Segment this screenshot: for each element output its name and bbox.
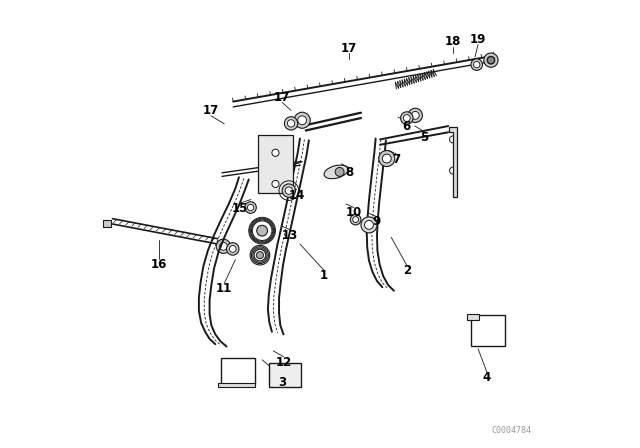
Circle shape (484, 53, 498, 67)
Circle shape (449, 167, 457, 174)
Circle shape (248, 204, 253, 211)
Circle shape (361, 217, 377, 233)
Text: 6: 6 (402, 120, 410, 133)
Text: 16: 16 (150, 258, 167, 271)
Circle shape (220, 242, 227, 250)
Circle shape (382, 154, 391, 163)
Circle shape (403, 115, 410, 121)
Circle shape (487, 56, 495, 64)
Circle shape (488, 56, 495, 64)
Circle shape (227, 243, 239, 255)
Text: 5: 5 (420, 131, 429, 144)
Circle shape (272, 149, 279, 156)
Text: 12: 12 (275, 356, 292, 369)
Text: 17: 17 (341, 42, 357, 55)
Circle shape (408, 108, 422, 122)
Circle shape (257, 225, 268, 236)
Text: 18: 18 (445, 35, 461, 48)
Text: 7: 7 (392, 153, 401, 166)
Bar (258, 135, 293, 193)
Circle shape (474, 61, 480, 68)
Text: 1: 1 (319, 269, 328, 282)
Polygon shape (449, 127, 457, 197)
Bar (467, 314, 479, 320)
Text: 3: 3 (278, 375, 286, 388)
Circle shape (365, 220, 373, 229)
Text: 14: 14 (289, 189, 305, 202)
Bar (218, 383, 255, 388)
Circle shape (272, 181, 279, 188)
Circle shape (353, 217, 358, 223)
Circle shape (294, 112, 310, 128)
Circle shape (449, 136, 457, 143)
Bar (472, 315, 505, 346)
Circle shape (257, 252, 264, 259)
Text: 8: 8 (345, 166, 353, 179)
Circle shape (401, 112, 413, 124)
Circle shape (335, 168, 344, 177)
Bar (221, 358, 255, 384)
Text: 9: 9 (372, 215, 380, 228)
Text: 10: 10 (346, 207, 362, 220)
Circle shape (244, 202, 257, 213)
Bar (269, 363, 301, 387)
Text: 2: 2 (403, 264, 411, 277)
Circle shape (412, 112, 419, 119)
Circle shape (229, 246, 236, 252)
Circle shape (298, 116, 307, 125)
Circle shape (285, 187, 292, 194)
Text: 17: 17 (274, 90, 291, 103)
Text: 11: 11 (216, 282, 232, 295)
Circle shape (282, 184, 296, 197)
Circle shape (284, 116, 298, 130)
Circle shape (287, 120, 295, 127)
Text: 13: 13 (282, 228, 298, 241)
Circle shape (379, 151, 395, 167)
Ellipse shape (324, 165, 348, 179)
Circle shape (350, 214, 361, 225)
Text: C0004784: C0004784 (492, 426, 531, 435)
Circle shape (471, 59, 483, 70)
Text: 15: 15 (232, 202, 248, 215)
Circle shape (216, 239, 230, 254)
Text: 17: 17 (203, 104, 219, 117)
Bar (103, 220, 111, 227)
Text: 4: 4 (483, 371, 491, 384)
Text: 19: 19 (470, 33, 486, 46)
